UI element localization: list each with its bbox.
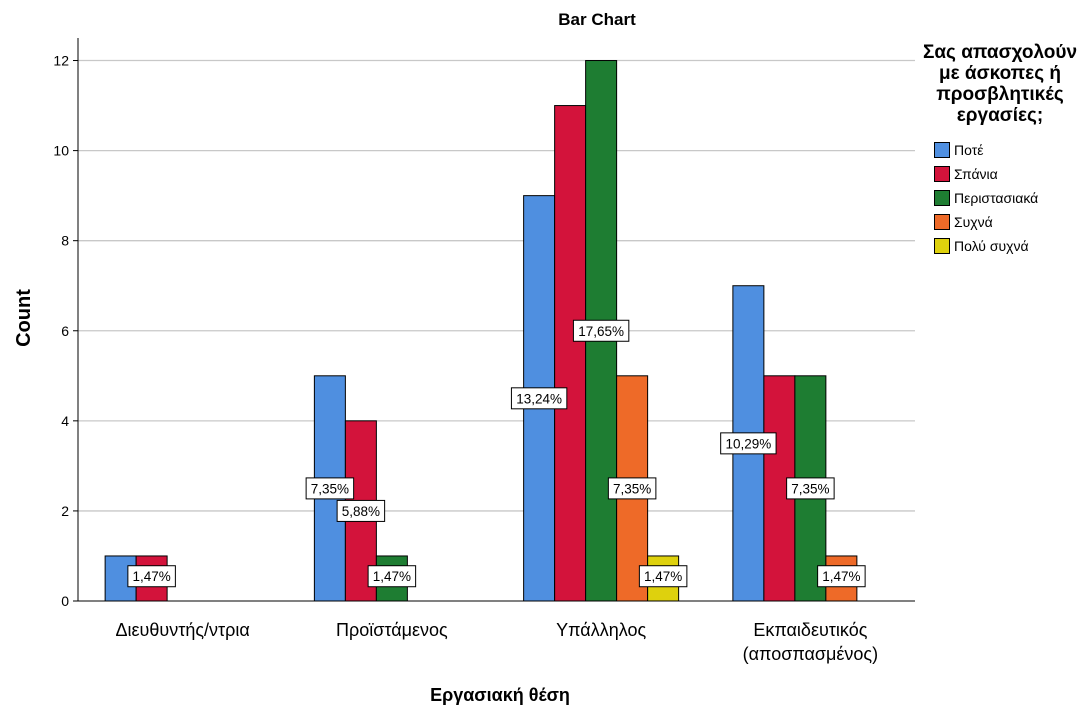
data-label: 1,47% [127,565,176,588]
data-label: 7,35% [786,477,835,500]
x-tick-label: Προϊστάμενος [336,620,448,640]
legend-label: Συχνά [954,214,993,230]
svg-text:1,47%: 1,47% [132,569,170,584]
y-tick-label: 6 [61,323,69,339]
legend-label: Περιστασιακά [954,190,1039,206]
legend-item: Σπάνια [920,162,1080,186]
legend-swatch [934,214,950,230]
legend-swatch [934,142,950,158]
legend-label: Ποτέ [954,142,984,158]
data-labels: 1,47% 7,35% 5,88% 1,47% 13,24% 17,65% 7,35% 1,4… [127,319,866,588]
svg-text:7,35%: 7,35% [613,481,651,496]
legend-item: Περιστασιακά [920,186,1080,210]
y-tick-label: 8 [61,233,69,249]
data-label: 1,47% [367,565,417,588]
legend-swatch [934,238,950,254]
x-axis-title: Εργασιακή θέση [430,685,570,705]
svg-text:1,47%: 1,47% [644,569,682,584]
legend-swatch [934,166,950,182]
x-tick-label: Διευθυντής/ντρια [115,620,249,640]
legend-title: Σας απασχολούν με άσκοπες ή προσβλητικές… [922,42,1078,126]
y-axis-title: Count [13,289,35,347]
y-tick-label: 10 [53,143,69,159]
svg-text:13,24%: 13,24% [516,391,562,406]
legend-item: Συχνά [920,210,1080,234]
svg-text:7,35%: 7,35% [791,481,829,496]
svg-text:1,47%: 1,47% [822,569,860,584]
data-label: 5,88% [336,499,386,522]
y-tick-label: 4 [61,413,69,429]
data-label: 17,65% [572,319,630,342]
data-label: 10,29% [720,432,777,455]
data-label: 7,35% [305,477,355,500]
data-label: 1,47% [817,565,866,588]
svg-text:7,35%: 7,35% [311,481,349,496]
svg-text:10,29%: 10,29% [725,436,771,451]
svg-text:17,65%: 17,65% [578,324,624,339]
y-tick-label: 0 [61,593,69,609]
legend-label: Πολύ συχνά [954,238,1029,254]
svg-text:5,88%: 5,88% [342,504,380,519]
svg-text:1,47%: 1,47% [373,569,411,584]
y-tick-label: 12 [53,53,69,69]
legend-item: Πολύ συχνά [920,234,1080,258]
x-tick-label: Εκπαιδευτικός [753,620,867,640]
data-label: 7,35% [607,477,657,500]
x-tick-label: (αποσπασμένος) [743,644,878,664]
legend-item: Ποτέ [920,138,1080,162]
data-label: 1,47% [638,565,688,588]
legend: Σας απασχολούν με άσκοπες ή προσβλητικές… [920,42,1080,258]
x-tick-label: Υπάλληλος [556,620,646,640]
bar [554,105,587,602]
axes: 0 2 4 6 8 10 12 Διευθυντής/ντρια Προϊστάμενος Υπά… [53,38,915,664]
legend-swatch [934,190,950,206]
legend-items: Ποτέ Σπάνια Περιστασιακά Συχνά Πολύ συχνά [920,138,1080,258]
chart-title: Bar Chart [558,10,636,29]
grid-lines [78,59,915,512]
y-tick-label: 2 [61,503,69,519]
legend-label: Σπάνια [954,166,998,182]
data-label: 13,24% [510,387,568,410]
